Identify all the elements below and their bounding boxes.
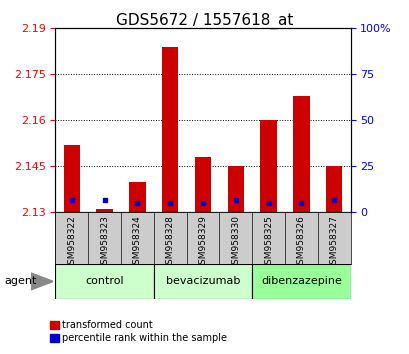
Bar	[153, 264, 252, 299]
Text: GSM958329: GSM958329	[198, 215, 207, 270]
Text: GSM958324: GSM958324	[133, 215, 142, 270]
Text: GSM958327: GSM958327	[329, 215, 338, 270]
Text: GSM958322: GSM958322	[67, 215, 76, 270]
Bar	[153, 212, 186, 264]
Bar	[186, 212, 219, 264]
Text: GSM958323: GSM958323	[100, 215, 109, 270]
Text: control: control	[85, 276, 124, 286]
Bar	[121, 212, 153, 264]
Legend: transformed count, percentile rank within the sample: transformed count, percentile rank withi…	[46, 316, 231, 347]
Bar	[219, 212, 252, 264]
Bar	[252, 212, 284, 264]
Bar	[162, 47, 178, 212]
Bar	[96, 209, 112, 212]
Bar	[194, 157, 211, 212]
Text: agent: agent	[4, 276, 36, 286]
Bar	[292, 96, 309, 212]
Bar	[317, 212, 350, 264]
Text: GSM958325: GSM958325	[263, 215, 272, 270]
Bar	[55, 264, 153, 299]
Text: GSM958328: GSM958328	[165, 215, 174, 270]
Bar	[284, 212, 317, 264]
Polygon shape	[31, 273, 53, 290]
Text: dibenzazepine: dibenzazepine	[260, 276, 341, 286]
Bar	[325, 166, 342, 212]
Text: GDS5672 / 1557618_at: GDS5672 / 1557618_at	[116, 12, 293, 29]
Bar	[252, 264, 350, 299]
Bar	[260, 120, 276, 212]
Bar	[129, 182, 145, 212]
Bar	[227, 166, 243, 212]
Bar	[55, 212, 88, 264]
Bar	[88, 212, 121, 264]
Text: GSM958326: GSM958326	[296, 215, 305, 270]
Text: bevacizumab: bevacizumab	[165, 276, 240, 286]
Bar	[63, 145, 80, 212]
Text: GSM958330: GSM958330	[231, 215, 240, 270]
